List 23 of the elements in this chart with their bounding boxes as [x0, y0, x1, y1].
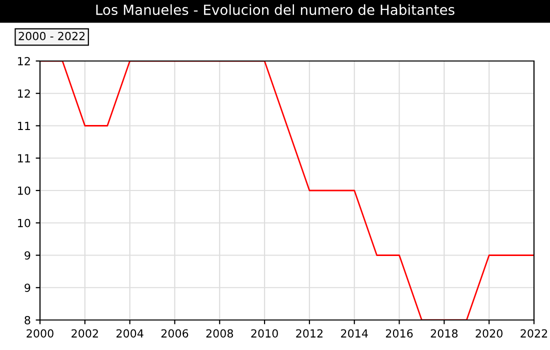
y-tick-label: 9	[24, 284, 30, 292]
y-tick-label: 11	[18, 122, 30, 130]
x-tick-label: 2018	[430, 329, 458, 338]
x-tick-label: 2016	[386, 329, 413, 338]
y-tick-label: 11	[18, 154, 30, 162]
text: 2000 - 2022	[18, 32, 85, 40]
x-tick-label: 2022	[520, 329, 548, 338]
y-tick-label: 8	[24, 316, 30, 324]
x-tick-label: 2008	[206, 329, 234, 338]
y-tick-label: 9	[24, 251, 30, 260]
x-tick-label: 2006	[161, 329, 188, 338]
y-tick-label: 12	[18, 56, 30, 66]
x-tick-label: 2002	[72, 329, 98, 338]
x-tick-label: 2020	[476, 329, 502, 338]
chart-title: Los Manueles - Evolucion del numero de Habitantes	[96, 4, 454, 16]
x-tick-label: 2010	[251, 329, 278, 338]
y-tick-label: 12	[18, 89, 30, 98]
x-tick-label: 2014	[341, 329, 368, 338]
y-tick-label: 10	[18, 218, 30, 228]
x-tick-label: 2004	[116, 329, 144, 338]
y-tick-label: 10	[18, 186, 30, 195]
x-tick-label: 2012	[296, 329, 322, 338]
x-tick-label: 2000	[26, 329, 54, 338]
